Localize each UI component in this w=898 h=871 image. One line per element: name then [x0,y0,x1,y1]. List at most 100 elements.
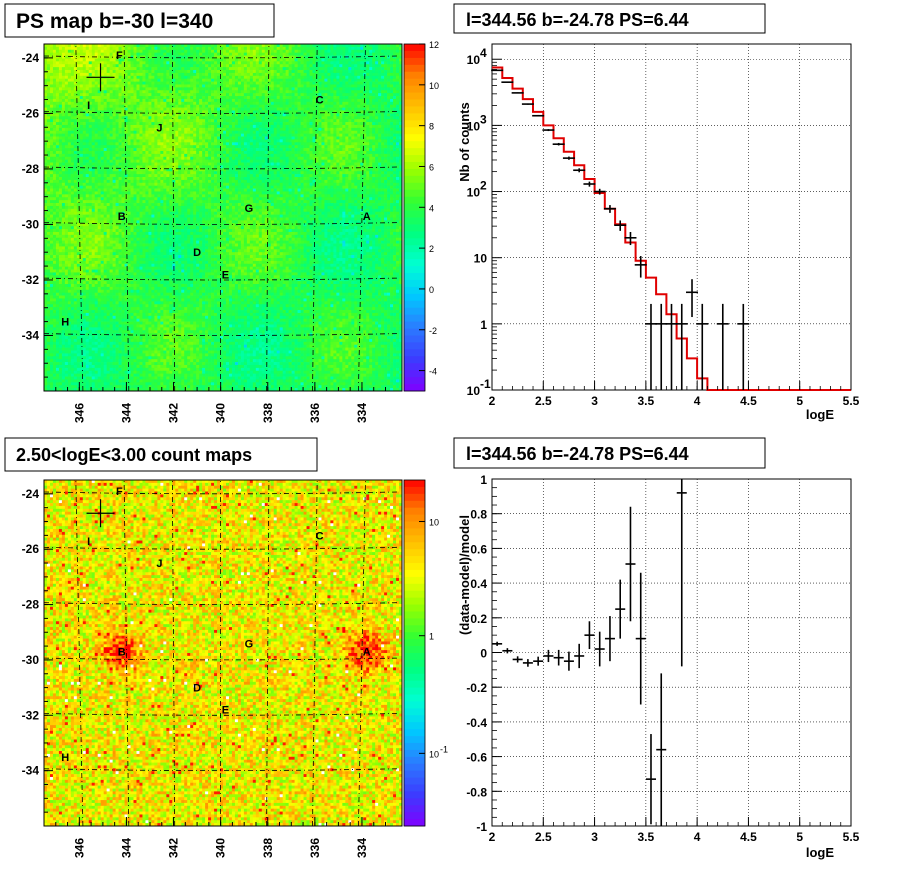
heatmap-cell [390,145,393,148]
heatmap-cell [214,139,217,142]
heatmap-cell [223,96,226,99]
heatmap-cell [134,160,137,163]
heatmap-cell [136,99,139,102]
heatmap-cell [327,142,330,145]
heatmap-cell [148,163,151,166]
heatmap-cell [208,154,211,157]
heatmap-cell [92,163,95,166]
heatmap-cell [208,139,211,142]
heatmap-cell [205,108,208,111]
heatmap-cell [298,64,301,67]
heatmap-cell [107,119,110,122]
heatmap-cell [315,67,318,70]
heatmap-cell [208,157,211,160]
heatmap-cell [74,61,77,64]
heatmap-cell [354,148,357,151]
heatmap-cell [134,61,137,64]
heatmap-cell [86,70,89,73]
heatmap-cell [131,67,134,70]
heatmap-cell [345,139,348,142]
heatmap-cell [196,142,199,145]
heatmap-cell [131,47,134,50]
heatmap-cell [289,113,292,116]
heatmap-cell [360,99,363,102]
heatmap-cell [360,102,363,105]
heatmap-cell [193,134,196,137]
heatmap-cell [238,142,241,145]
heatmap-cell [169,125,172,128]
heatmap-cell [47,151,50,154]
heatmap-cell [372,67,375,70]
heatmap-cell [196,82,199,85]
heatmap-cell [184,87,187,90]
heatmap-cell [313,139,316,142]
heatmap-cell [271,125,274,128]
heatmap-cell [113,163,116,166]
heatmap-cell [92,148,95,151]
heatmap-cell [71,134,74,137]
heatmap-cell [190,61,193,64]
heatmap-cell [178,108,181,111]
heatmap-cell [89,122,92,125]
heatmap-cell [301,47,304,50]
heatmap-cell [274,116,277,119]
heatmap-cell [68,61,71,64]
heatmap-cell [163,105,166,108]
heatmap-cell [205,50,208,53]
heatmap-cell [211,163,214,166]
heatmap-cell [83,70,86,73]
heatmap-cell [151,134,154,137]
heatmap-cell [196,139,199,142]
heatmap-cell [384,142,387,145]
heatmap-cell [119,128,122,131]
heatmap-cell [92,79,95,82]
heatmap-cell [354,73,357,76]
heatmap-cell [280,119,283,122]
heatmap-cell [327,90,330,93]
heatmap-cell [330,58,333,61]
heatmap-cell [298,113,301,116]
heatmap-cell [256,145,259,148]
heatmap-cell [92,134,95,137]
heatmap-cell [327,137,330,140]
heatmap-cell [139,90,142,93]
heatmap-cell [92,67,95,70]
heatmap-cell [244,87,247,90]
heatmap-cell [65,50,68,53]
heatmap-cell [366,142,369,145]
heatmap-cell [80,128,83,131]
heatmap-cell [169,160,172,163]
heatmap-cell [247,90,250,93]
heatmap-cell [89,145,92,148]
heatmap-cell [229,50,232,53]
heatmap-cell [211,105,214,108]
heatmap-cell [50,154,53,157]
heatmap-cell [184,113,187,116]
heatmap-cell [125,151,128,154]
heatmap-cell [375,99,378,102]
heatmap-cell [381,79,384,82]
heatmap-cell [229,154,232,157]
heatmap-cell [217,67,220,70]
heatmap-cell [175,73,178,76]
heatmap-cell [345,67,348,70]
heatmap-cell [366,131,369,134]
heatmap-cell [134,139,137,142]
heatmap-cell [318,131,321,134]
heatmap-cell [289,79,292,82]
heatmap-cell [142,131,145,134]
heatmap-cell [363,154,366,157]
heatmap-cell [110,111,113,114]
heatmap-cell [101,134,104,137]
heatmap-cell [205,47,208,50]
heatmap-cell [369,131,372,134]
heatmap-cell [253,134,256,137]
heatmap-cell [372,128,375,131]
heatmap-cell [151,137,154,140]
heatmap-cell [50,99,53,102]
heatmap-cell [330,151,333,154]
heatmap-cell [381,47,384,50]
heatmap-cell [154,105,157,108]
heatmap-cell [86,148,89,151]
heatmap-cell [241,108,244,111]
